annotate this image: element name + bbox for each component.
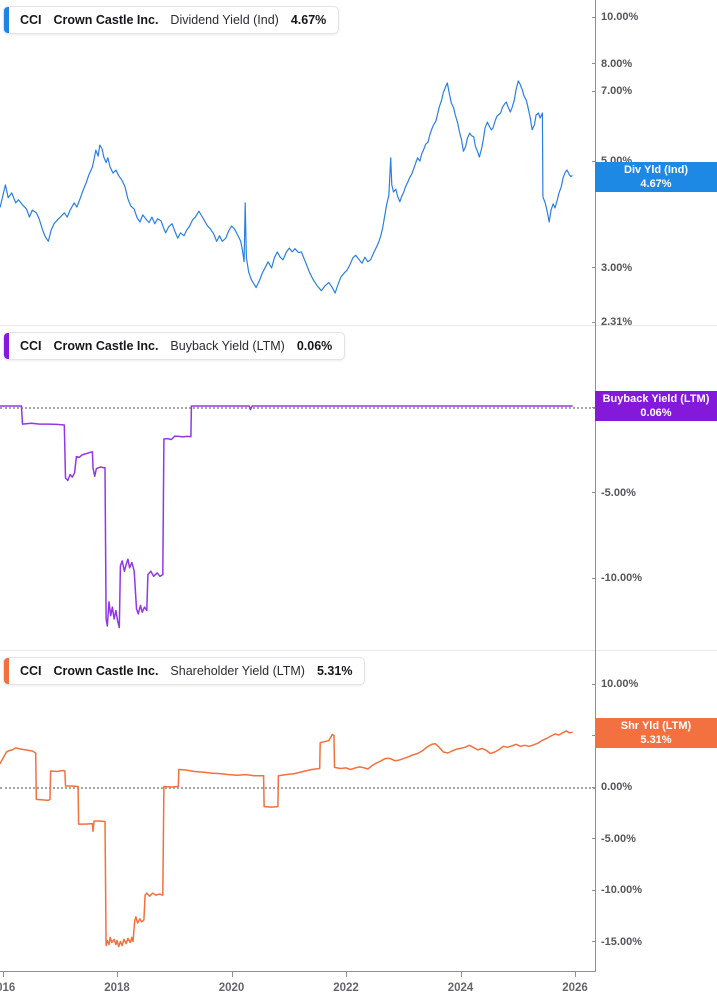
y-tick-3.00%: 3.00% — [592, 261, 632, 275]
x-label-2018: 2018 — [104, 982, 130, 994]
x-tick-2016 — [2, 972, 4, 977]
metric-name: Dividend Yield (Ind) — [170, 13, 279, 27]
ticker-label: CCI — [20, 664, 42, 678]
metric-value: 0.06% — [296, 339, 333, 353]
ticker-label: CCI — [20, 339, 42, 353]
y-tick--5.00%: -5.00% — [592, 832, 636, 846]
x-tick-2024 — [460, 972, 462, 977]
shareholder-yield-line — [0, 730, 573, 948]
dividend-yield-chart[interactable] — [0, 0, 717, 325]
y-tick-0.00%: 0.00% — [592, 780, 632, 794]
y-tick--15.00%: -15.00% — [592, 935, 642, 949]
dividend-yield-line — [0, 80, 573, 294]
tick-label: 10.00% — [601, 678, 639, 690]
price-flag-value: 4.67% — [640, 178, 672, 190]
legend-accent-bar-purple — [4, 333, 9, 359]
tick-label: 3.00% — [601, 261, 633, 274]
legend-accent-bar-blue — [4, 7, 9, 33]
price-flag-buyback-yield: Buyback Yield (LTM) 0.06% — [595, 391, 717, 421]
company-name: Crown Castle Inc. — [53, 664, 159, 678]
tick-mark — [592, 406, 596, 408]
tick-mark — [592, 683, 596, 685]
dividend-yield-panel: CCI Crown Castle Inc. Dividend Yield (In… — [0, 0, 717, 328]
x-tick-2020 — [231, 972, 233, 977]
ticker-label: CCI — [20, 13, 42, 27]
tick-mark — [592, 90, 596, 92]
tick-label: -15.00% — [601, 935, 642, 948]
price-flag-shareholder-yield: Shr Yld (LTM) 5.31% — [595, 718, 717, 748]
tick-label: 10.00% — [601, 11, 639, 23]
tick-label: -5.00% — [601, 832, 636, 845]
company-name: Crown Castle Inc. — [53, 13, 159, 27]
tick-mark — [592, 267, 596, 269]
y-tick-10.00%: 10.00% — [592, 10, 638, 24]
tick-mark — [592, 16, 596, 18]
metric-value: 4.67% — [290, 13, 327, 27]
right-axis-line — [595, 0, 596, 972]
x-label-2016: 2016 — [0, 982, 16, 994]
tick-mark — [592, 63, 596, 65]
price-flag-metric: Div Yld (Ind) — [624, 164, 688, 176]
tick-label: 7.00% — [601, 85, 633, 98]
metric-name: Buyback Yield (LTM) — [170, 339, 285, 353]
legend-dividend-yield[interactable]: CCI Crown Castle Inc. Dividend Yield (In… — [3, 6, 340, 34]
zero-gridline — [0, 407, 595, 409]
tick-mark — [592, 786, 596, 788]
x-tick-2026 — [575, 972, 576, 977]
tick-mark — [592, 941, 596, 942]
price-flag-value: 0.06% — [640, 407, 672, 419]
tick-label: -10.00% — [601, 572, 642, 584]
zero-gridline — [0, 787, 595, 789]
shareholder-yield-panel: CCI Crown Castle Inc. Shareholder Yield … — [0, 650, 717, 972]
x-label-2026: 2026 — [562, 982, 588, 994]
y-tick--10.00%: -10.00% — [592, 883, 642, 897]
x-tick-2022 — [346, 972, 347, 977]
tick-label: -5.00% — [601, 486, 636, 499]
y-tick-8.00%: 8.00% — [592, 57, 632, 71]
tick-mark — [592, 160, 596, 162]
shareholder-yield-chart[interactable] — [0, 651, 717, 972]
metric-value: 5.31% — [316, 664, 353, 678]
buyback-yield-chart[interactable] — [0, 326, 717, 650]
company-name: Crown Castle Inc. — [53, 339, 159, 353]
x-label-2020: 2020 — [218, 982, 245, 994]
tick-label: 8.00% — [601, 57, 633, 70]
tick-label: 2.31% — [601, 316, 633, 329]
buyback-yield-line — [0, 405, 573, 629]
tick-mark — [592, 838, 596, 839]
x-label-2024: 2024 — [447, 982, 474, 994]
y-tick--10.00%: -10.00% — [592, 571, 642, 585]
price-flag-dividend-yield: Div Yld (Ind) 4.67% — [595, 162, 717, 192]
buyback-yield-panel: CCI Crown Castle Inc. Buyback Yield (LTM… — [0, 325, 717, 651]
tick-label: 0.00% — [601, 781, 633, 793]
price-flag-metric: Buyback Yield (LTM) — [602, 393, 710, 405]
tick-mark — [592, 492, 596, 493]
legend-accent-bar-orange — [4, 658, 9, 684]
x-label-2022: 2022 — [333, 982, 359, 994]
tick-mark — [592, 889, 596, 891]
legend-shareholder-yield[interactable]: CCI Crown Castle Inc. Shareholder Yield … — [3, 657, 366, 685]
legend-buyback-yield[interactable]: CCI Crown Castle Inc. Buyback Yield (LTM… — [3, 332, 346, 360]
price-flag-metric: Shr Yld (LTM) — [620, 720, 692, 732]
y-tick-2.31%: 2.31% — [592, 315, 632, 329]
tick-mark — [592, 577, 596, 579]
price-flag-value: 5.31% — [640, 734, 672, 746]
bottom-axis-line — [0, 971, 596, 972]
y-tick-7.00%: 7.00% — [592, 84, 632, 98]
y-tick-10.00%: 10.00% — [592, 677, 638, 691]
y-tick--5.00%: -5.00% — [592, 486, 636, 500]
metric-name: Shareholder Yield (LTM) — [170, 664, 305, 678]
tick-label: -10.00% — [601, 884, 642, 896]
x-tick-2018 — [117, 972, 118, 977]
tick-mark — [592, 321, 596, 323]
tick-mark — [592, 735, 596, 736]
